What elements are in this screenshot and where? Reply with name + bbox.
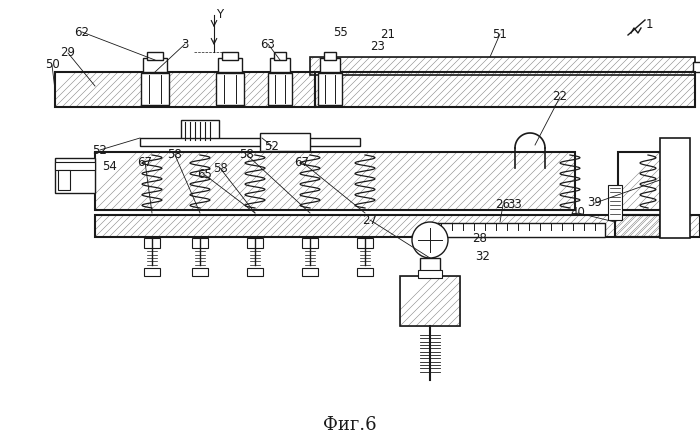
Bar [660,138,690,238]
Text: 67: 67 [137,156,153,168]
Bar [55,72,315,107]
Circle shape [412,222,448,258]
Bar [608,185,622,220]
Bar [270,58,290,72]
Bar [400,276,460,326]
Bar [693,62,700,72]
Bar [302,238,318,248]
Text: 62: 62 [74,26,90,38]
Text: 28: 28 [473,232,487,244]
Bar [192,268,208,276]
Text: 54: 54 [103,160,118,174]
Bar [58,170,70,190]
Text: 51: 51 [493,27,507,41]
Bar [618,152,683,210]
Text: Фиг.6: Фиг.6 [323,416,377,434]
Bar [302,268,318,276]
Bar [95,152,575,210]
Text: 39: 39 [587,197,603,210]
Bar [430,223,605,237]
Text: 33: 33 [508,198,522,212]
Bar [618,152,683,210]
Bar [147,52,163,60]
Bar [418,270,442,278]
Bar [662,140,688,236]
Bar [615,215,700,237]
Text: 23: 23 [370,41,386,53]
Bar [420,258,440,276]
Bar [55,162,95,170]
Bar [320,58,340,72]
Bar [140,138,360,146]
Bar [318,73,342,105]
Bar [222,52,238,60]
Bar [315,72,695,107]
Bar [144,268,160,276]
Bar [55,72,315,107]
Bar [615,215,700,237]
Text: 58: 58 [239,149,254,161]
Text: 63: 63 [260,38,275,50]
Text: 58: 58 [213,161,228,175]
Bar [400,276,460,326]
Bar [144,238,160,248]
Text: 65: 65 [197,168,212,182]
Bar [95,215,660,237]
Text: 52: 52 [92,144,107,156]
Bar [274,52,286,60]
Bar [95,215,660,237]
Bar [324,52,336,60]
Bar [310,57,695,75]
Bar [192,238,208,248]
Bar [95,152,575,210]
Bar [315,72,695,107]
Bar [260,133,310,151]
Text: Y: Y [216,8,223,20]
Text: 50: 50 [45,58,60,72]
Text: 22: 22 [552,91,568,103]
Bar [268,73,292,105]
Text: 55: 55 [332,26,347,38]
Bar [247,238,263,248]
Bar [216,73,244,105]
Text: 21: 21 [381,28,395,42]
Bar [141,73,169,105]
Text: 27: 27 [363,213,377,226]
Bar [55,158,95,193]
Bar [357,238,373,248]
Text: 40: 40 [570,206,585,220]
Text: 3: 3 [181,38,189,50]
Text: 32: 32 [475,249,491,263]
Text: 1: 1 [645,18,652,30]
Bar [218,58,242,72]
Text: 52: 52 [265,140,279,152]
Bar [181,120,219,142]
Text: 58: 58 [167,149,183,161]
Bar [143,58,167,72]
Bar [247,268,263,276]
Text: 26: 26 [496,198,510,212]
Bar [357,268,373,276]
Text: 67: 67 [295,156,309,168]
Bar [310,57,695,75]
Text: 29: 29 [60,46,76,60]
